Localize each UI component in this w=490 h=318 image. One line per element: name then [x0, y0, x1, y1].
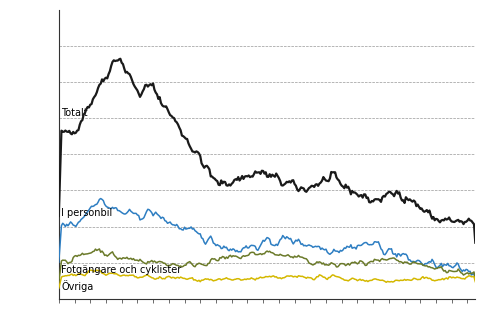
Text: Övriga: Övriga — [61, 280, 94, 292]
Text: I personbil: I personbil — [61, 208, 113, 218]
Text: Fotgängare och cyklister: Fotgängare och cyklister — [61, 266, 182, 275]
Text: Totalt: Totalt — [61, 108, 88, 118]
